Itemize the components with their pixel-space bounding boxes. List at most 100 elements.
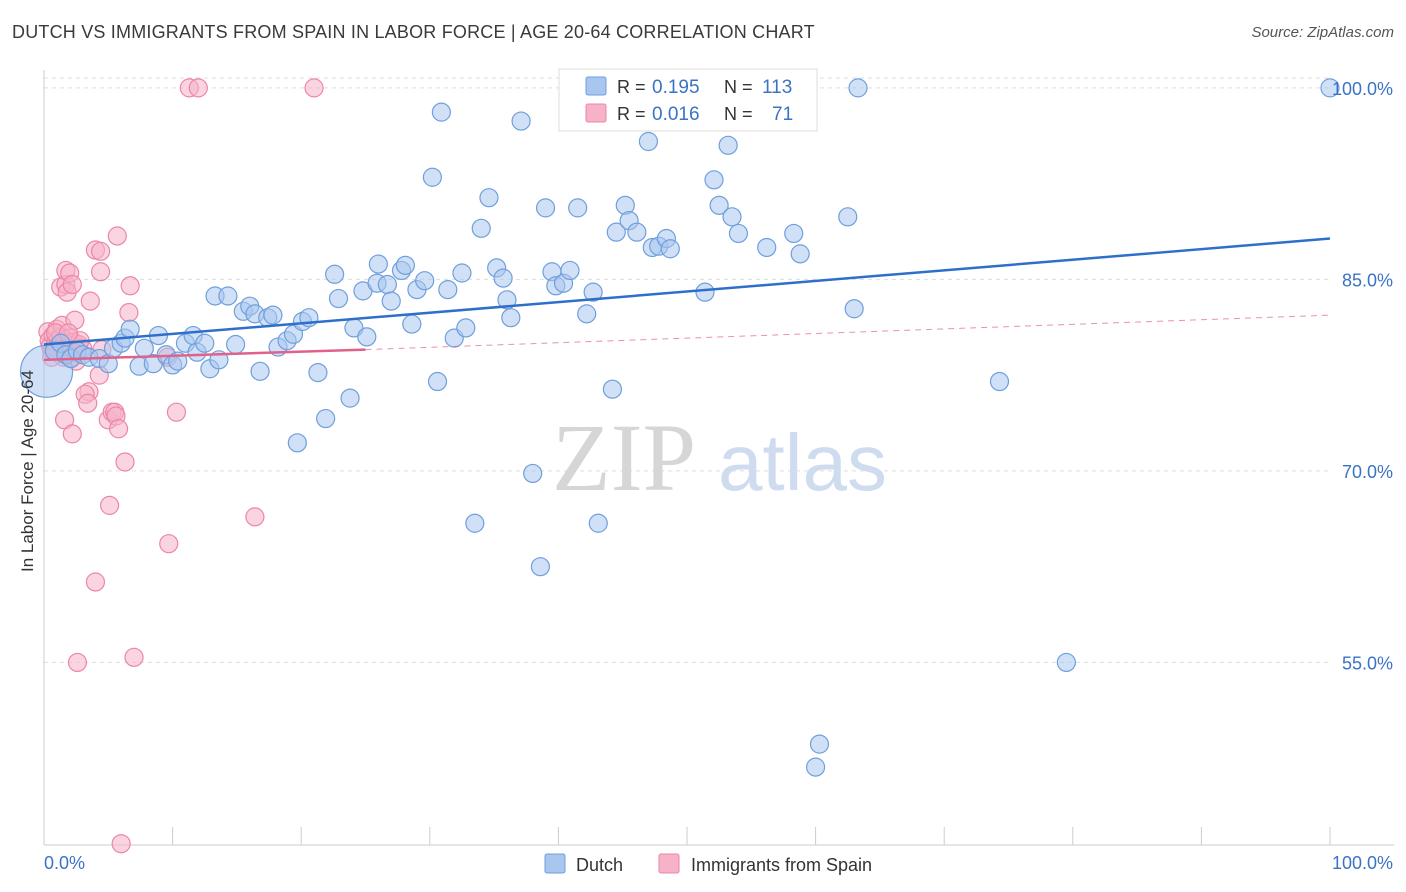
- legend-r-value-dutch: 0.195: [652, 77, 700, 98]
- legend-n-value-dutch: 113: [762, 77, 792, 98]
- source-credit: Source: ZipAtlas.com: [1251, 24, 1394, 41]
- dutch-point-42: [316, 408, 336, 429]
- dutch-point-84: [588, 513, 608, 533]
- dutch-point-70: [493, 268, 513, 288]
- dutch-point-85: [602, 379, 623, 399]
- spain-point-46: [107, 226, 127, 246]
- dutch-point-74: [523, 463, 543, 484]
- dutch-point-59: [422, 167, 442, 187]
- watermark-zip: ZIP: [552, 404, 696, 511]
- dutch-point-81: [568, 198, 588, 218]
- dutch-point-111: [1056, 652, 1076, 673]
- legend-r-label-spain: R =: [617, 104, 646, 124]
- dutch-point-13: [120, 319, 140, 339]
- dutch-point-65: [456, 318, 476, 338]
- dutch-point-82: [577, 304, 597, 324]
- dutch-point-51: [368, 254, 388, 274]
- dutch-point-102: [757, 237, 777, 258]
- dutch-point-53: [381, 291, 401, 311]
- gridlines: [44, 77, 1330, 663]
- dutch-point-98: [709, 195, 729, 215]
- dutch-point-61: [431, 102, 451, 122]
- x-tick-label-100: 100.0%: [1332, 853, 1393, 873]
- spain-point-57: [159, 534, 179, 554]
- bottom-legend-label-spain: Immigrants from Spain: [691, 855, 872, 875]
- dutch-point-104: [790, 244, 810, 264]
- legend-n-value-spain: 71: [772, 104, 793, 125]
- dutch-point-112: [1320, 78, 1340, 98]
- dutch-point-86: [606, 222, 626, 242]
- dutch-point-49: [357, 327, 377, 347]
- legend-r-value-spain: 0.016: [652, 104, 700, 125]
- legend-n-label-spain: N =: [724, 104, 753, 124]
- spain-trend-extension: [365, 314, 1331, 351]
- y-tick-label-70: 70.0%: [1342, 462, 1393, 482]
- spain-point-51: [99, 495, 120, 515]
- legend-swatch-spain: [585, 103, 607, 123]
- dutch-point-103: [784, 223, 804, 244]
- spain-point-32: [62, 424, 82, 444]
- dutch-point-109: [848, 78, 868, 98]
- dutch-point-83: [583, 282, 603, 302]
- dutch-point-44: [325, 264, 345, 284]
- dutch-point-97: [704, 170, 724, 190]
- dutch-trend-line: [43, 237, 1331, 346]
- spain-point-49: [119, 302, 139, 323]
- axes: [43, 70, 1394, 846]
- bottom-legend-swatch-spain: [658, 853, 680, 874]
- bottom-legend-swatch-dutch: [544, 853, 566, 874]
- dutch-point-89: [627, 222, 647, 242]
- watermark-atlas: atlas: [718, 418, 887, 507]
- spain-point-60: [188, 78, 208, 98]
- bottom-legend-label-dutch: Dutch: [576, 855, 623, 875]
- dutch-point-52: [377, 274, 397, 295]
- spain-point-38: [90, 241, 111, 261]
- y-tick-label-55: 55.0%: [1342, 653, 1393, 673]
- dutch-point-29: [226, 334, 246, 355]
- spain-point-39: [90, 262, 111, 282]
- dutch-point-43: [287, 433, 307, 453]
- spain-point-52: [85, 572, 106, 592]
- correlation-legend: R = 0.195 N = 113 R = 0.016 N = 71: [558, 68, 818, 132]
- dutch-point-58: [415, 271, 435, 291]
- dutch-point-28: [218, 286, 238, 306]
- dutch-point-67: [471, 218, 491, 238]
- dutch-point-75: [530, 557, 550, 577]
- dutch-point-68: [479, 188, 499, 208]
- dutch-point-24: [195, 333, 215, 353]
- spain-point-61: [304, 78, 324, 98]
- spain-point-55: [111, 834, 131, 854]
- dutch-point-33: [250, 361, 270, 381]
- chart-title: DUTCH VS IMMIGRANTS FROM SPAIN IN LABOR …: [12, 22, 815, 42]
- dutch-point-99: [718, 135, 738, 155]
- dutch-point-90: [638, 131, 659, 152]
- legend-swatch-dutch: [585, 76, 607, 96]
- spain-point-36: [80, 291, 100, 311]
- dutch-point-101: [728, 223, 749, 244]
- dutch-point-71: [497, 290, 517, 310]
- spain-point-62: [245, 507, 265, 527]
- dutch-point-72: [501, 308, 521, 328]
- dutch-point-46: [340, 388, 360, 408]
- dutch-point-56: [402, 314, 422, 334]
- x-tick-label-0: 0.0%: [44, 853, 85, 873]
- dutch-point-96: [695, 282, 715, 302]
- dutch-point-41: [308, 362, 328, 383]
- dutch-point-106: [805, 757, 826, 777]
- legend-r-label-dutch: R =: [617, 77, 646, 97]
- dutch-point-94: [660, 239, 680, 259]
- dutch-point-105: [809, 734, 830, 754]
- dutch-point-108: [844, 299, 864, 319]
- legend-n-label-dutch: N =: [724, 77, 753, 97]
- dutch-point-76: [535, 198, 556, 218]
- y-axis-label: In Labor Force | Age 20-64: [18, 370, 37, 572]
- spain-point-47: [108, 419, 129, 439]
- dutch-point-62: [438, 280, 458, 300]
- y-tick-label-85: 85.0%: [1342, 270, 1393, 290]
- spain-point-54: [124, 647, 144, 667]
- spain-trend-line: [43, 348, 366, 362]
- spain-point-58: [166, 402, 187, 422]
- dutch-point-55: [395, 255, 415, 275]
- dutch-point-80: [560, 260, 580, 281]
